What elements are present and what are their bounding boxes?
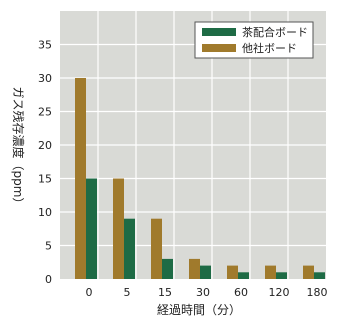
x-axis-title: 経過時間（分） <box>157 303 241 317</box>
x-tick-label: 30 <box>196 286 210 299</box>
legend-swatch-other <box>202 44 236 52</box>
x-tick-label: 0 <box>86 286 93 299</box>
x-tick-label: 120 <box>269 286 290 299</box>
bar-tea-board <box>86 178 97 279</box>
bar-tea-board <box>238 272 249 279</box>
bar-other-board <box>265 265 276 279</box>
y-tick-label: 20 <box>38 139 52 152</box>
bar-other-board <box>113 178 124 279</box>
y-tick-label: 35 <box>38 39 52 52</box>
x-tick-label: 180 <box>307 286 328 299</box>
bar-tea-board <box>314 272 325 279</box>
x-tick-labels: 0 5 15 30 60 120 180 <box>86 286 328 299</box>
bar-other-board <box>227 265 238 279</box>
legend-label-other: 他社ボード <box>242 41 297 55</box>
y-axis-title: ガス残存濃度（ppm） <box>11 87 26 210</box>
bar-tea-board <box>162 258 173 279</box>
bar-tea-board <box>124 218 135 279</box>
y-tick-label: 0 <box>45 273 52 286</box>
gridlines <box>60 11 326 279</box>
bar-other-board <box>189 258 200 279</box>
x-tick-label: 5 <box>124 286 131 299</box>
y-tick-label: 15 <box>38 173 52 186</box>
x-tick-label: 15 <box>158 286 172 299</box>
bar-other-board <box>151 218 162 279</box>
bar-other-board <box>75 78 86 279</box>
bar-tea-board <box>276 272 287 279</box>
legend-swatch-tea <box>202 28 236 36</box>
legend-label-tea: 茶配合ボード <box>242 25 308 39</box>
y-tick-label: 10 <box>38 206 52 219</box>
y-tick-label: 25 <box>38 106 52 119</box>
x-tick-label: 60 <box>234 286 248 299</box>
bar-tea-board <box>200 265 211 279</box>
bars-layer <box>75 78 325 279</box>
y-tick-label: 5 <box>45 240 52 253</box>
y-tick-labels: 0 5 10 15 20 25 30 35 <box>38 39 52 287</box>
y-tick-label: 30 <box>38 72 52 85</box>
bar-other-board <box>303 265 314 279</box>
legend: 茶配合ボード 他社ボード <box>194 21 314 59</box>
